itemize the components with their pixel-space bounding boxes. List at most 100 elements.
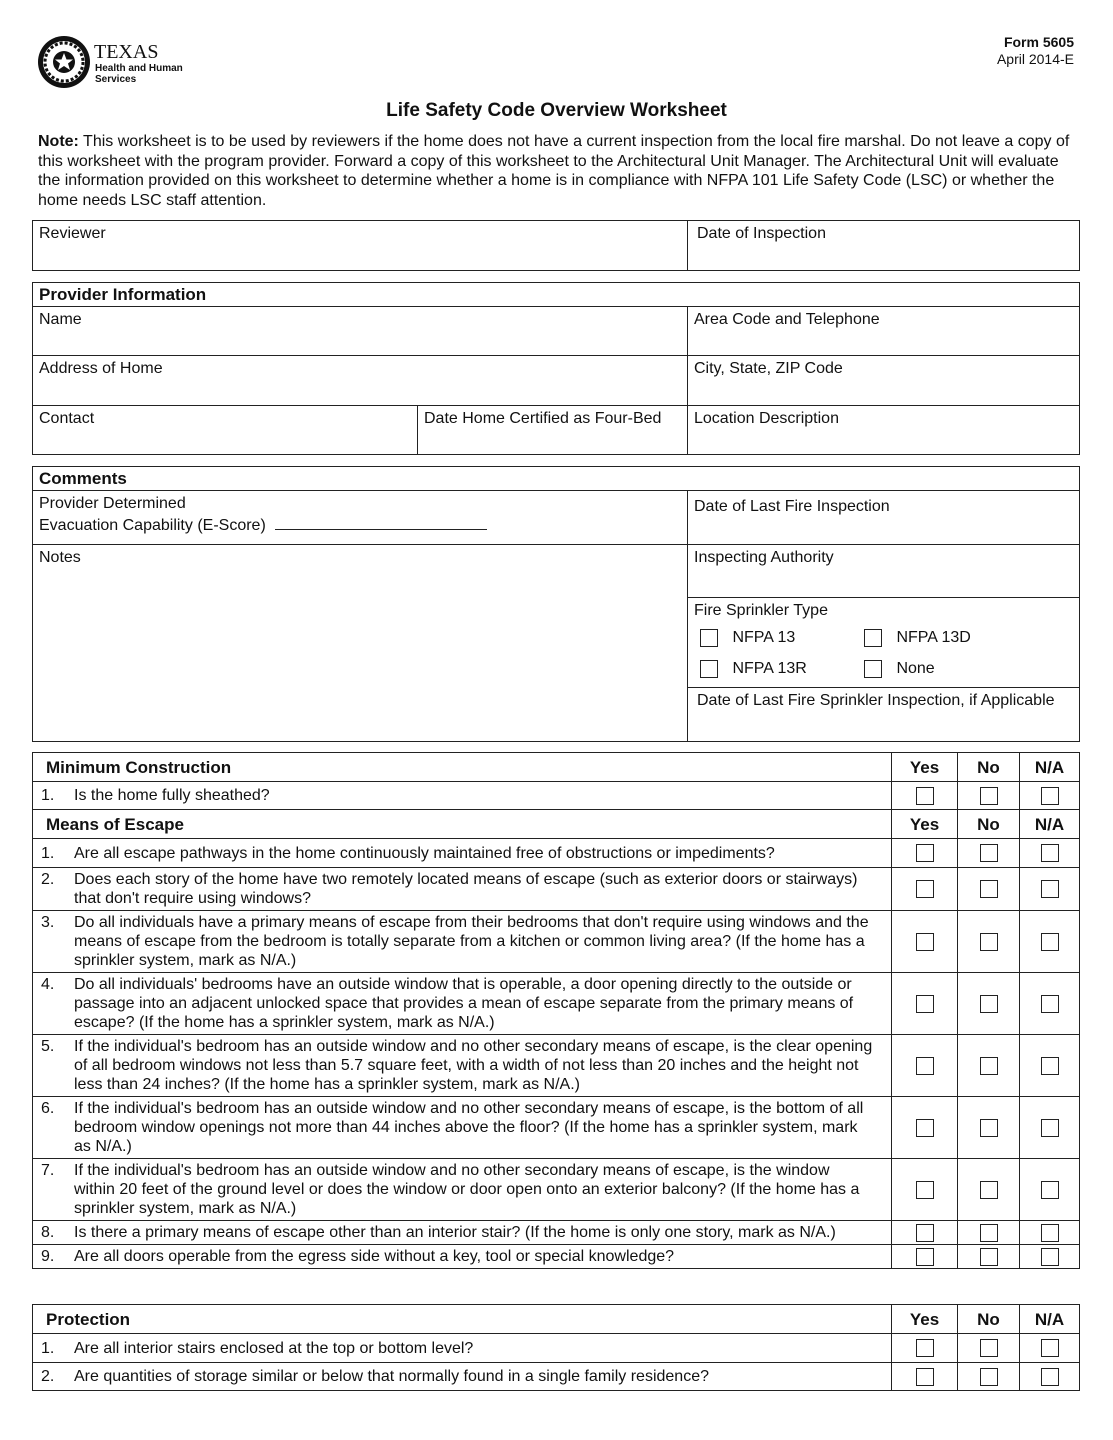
e-score-label-line1: Provider Determined <box>39 495 186 512</box>
checkbox-yes[interactable] <box>915 1367 934 1386</box>
section-heading: Protection <box>32 1304 892 1334</box>
checkbox-na[interactable] <box>1040 880 1059 899</box>
question-text: Do all individuals have a primary means … <box>74 914 869 969</box>
name-field[interactable]: Name <box>32 306 688 356</box>
checkbox-na[interactable] <box>1040 1223 1059 1242</box>
question-text: Does each story of the home have two rem… <box>74 871 858 907</box>
checkbox-yes[interactable] <box>915 1056 934 1075</box>
date-of-inspection-field[interactable]: Date of Inspection <box>687 220 1080 271</box>
sprinkler-option-nfpa13[interactable]: NFPA 13 <box>700 628 864 647</box>
question-text: Do all individuals' bedrooms have an out… <box>74 976 854 1031</box>
form-date: April 2014-E <box>996 51 1074 67</box>
question-text: Are all escape pathways in the home cont… <box>74 844 775 862</box>
checkbox-na[interactable] <box>1040 1247 1059 1266</box>
column-header-no: No <box>957 752 1020 782</box>
checkbox-no[interactable] <box>979 786 998 805</box>
location-description-label: Location Description <box>694 410 839 427</box>
e-score-field[interactable]: Provider Determined Evacuation Capabilit… <box>32 490 688 545</box>
column-header-no: No <box>957 1304 1020 1334</box>
question-number: 2. <box>41 871 55 888</box>
answer-na-cell <box>1019 972 1080 1035</box>
checkbox-yes[interactable] <box>915 1118 934 1137</box>
checkbox-no[interactable] <box>979 1118 998 1137</box>
e-score-input-line[interactable] <box>274 515 487 530</box>
checkbox-na[interactable] <box>1040 994 1059 1013</box>
checkbox-yes[interactable] <box>915 1247 934 1266</box>
column-header-na: N/A <box>1019 752 1080 782</box>
checkbox-no[interactable] <box>979 1367 998 1386</box>
checkbox-yes[interactable] <box>915 1339 934 1358</box>
notes-label: Notes <box>39 549 81 566</box>
city-state-zip-field[interactable]: City, State, ZIP Code <box>687 355 1080 406</box>
checkbox-na[interactable] <box>1040 932 1059 951</box>
answer-yes-cell <box>891 867 958 911</box>
last-sprinkler-inspection-field[interactable]: Date of Last Fire Sprinkler Inspection, … <box>687 687 1080 742</box>
question-cell: 2. Are quantities of storage similar or b… <box>32 1362 892 1391</box>
checkbox-no[interactable] <box>979 1056 998 1075</box>
checkbox-na[interactable] <box>1040 1367 1059 1386</box>
checkbox-no[interactable] <box>979 1223 998 1242</box>
last-fire-inspection-field[interactable]: Date of Last Fire Inspection <box>687 490 1080 545</box>
telephone-field[interactable]: Area Code and Telephone <box>687 306 1080 356</box>
question-number: 7. <box>41 1162 55 1179</box>
question-cell: 3. Do all individuals have a primary mean… <box>32 910 892 973</box>
checkbox-na[interactable] <box>1040 1180 1059 1199</box>
checkbox[interactable] <box>700 628 718 647</box>
checkbox-na[interactable] <box>1040 1339 1059 1358</box>
date-certified-field[interactable]: Date Home Certified as Four-Bed <box>417 405 688 455</box>
city-state-zip-label: City, State, ZIP Code <box>694 360 843 377</box>
answer-no-cell <box>957 1244 1020 1269</box>
checkbox-yes[interactable] <box>915 786 934 805</box>
answer-no-cell <box>957 972 1020 1035</box>
checkbox-no[interactable] <box>979 994 998 1013</box>
question-number: 1. <box>41 787 55 804</box>
checkbox-no[interactable] <box>979 1247 998 1266</box>
checkbox[interactable] <box>864 628 882 647</box>
section-heading: Minimum Construction <box>32 752 892 782</box>
answer-yes-cell <box>891 1034 958 1097</box>
date-of-inspection-label: Date of Inspection <box>697 225 826 242</box>
answer-na-cell <box>1019 1244 1080 1269</box>
question-number: 3. <box>41 914 55 931</box>
checkbox-yes[interactable] <box>915 1180 934 1199</box>
sprinkler-option-nfpa13d[interactable]: NFPA 13D <box>864 628 1028 647</box>
sprinkler-option-nfpa13r[interactable]: NFPA 13R <box>700 659 864 678</box>
checkbox-no[interactable] <box>979 844 998 863</box>
checkbox-yes[interactable] <box>915 880 934 899</box>
question-number: 5. <box>41 1038 55 1055</box>
section-heading: Means of Escape <box>32 809 892 839</box>
reviewer-field[interactable]: Reviewer <box>32 220 688 271</box>
contact-field[interactable]: Contact <box>32 405 418 455</box>
checkbox-yes[interactable] <box>915 932 934 951</box>
checkbox[interactable] <box>864 659 882 678</box>
answer-na-cell <box>1019 1333 1080 1363</box>
checkbox-na[interactable] <box>1040 1118 1059 1137</box>
checkbox-yes[interactable] <box>915 844 934 863</box>
answer-no-cell <box>957 1333 1020 1363</box>
checkbox-yes[interactable] <box>915 1223 934 1242</box>
address-label: Address of Home <box>39 360 163 377</box>
checkbox-na[interactable] <box>1040 786 1059 805</box>
fire-sprinkler-type-field: Fire Sprinkler Type NFPA 13 NFPA 13D NFP… <box>687 597 1080 688</box>
address-field[interactable]: Address of Home <box>32 355 688 406</box>
checkbox-yes[interactable] <box>915 994 934 1013</box>
texas-seal-logo <box>37 35 91 89</box>
question-text: Is there a primary means of escape other… <box>74 1224 836 1241</box>
notes-field[interactable]: Notes <box>32 544 688 742</box>
inspecting-authority-field[interactable]: Inspecting Authority <box>687 544 1080 598</box>
question-row: 5. If the individual's bedroom has an out… <box>32 1034 1080 1097</box>
question-number: 1. <box>41 844 55 862</box>
location-description-field[interactable]: Location Description <box>687 405 1080 455</box>
sprinkler-option-none[interactable]: None <box>864 659 1028 678</box>
checkbox-na[interactable] <box>1040 1056 1059 1075</box>
checkbox[interactable] <box>700 659 718 678</box>
checkbox-no[interactable] <box>979 880 998 899</box>
checkbox-no[interactable] <box>979 1180 998 1199</box>
answer-na-cell <box>1019 1096 1080 1159</box>
checkbox-no[interactable] <box>979 932 998 951</box>
logo-text: TEXAS <box>94 41 159 63</box>
checkbox-na[interactable] <box>1040 844 1059 863</box>
section-header-row: Protection Yes No N/A <box>32 1304 1080 1334</box>
question-text: If the individual's bedroom has an outsi… <box>74 1038 873 1093</box>
checkbox-no[interactable] <box>979 1339 998 1358</box>
